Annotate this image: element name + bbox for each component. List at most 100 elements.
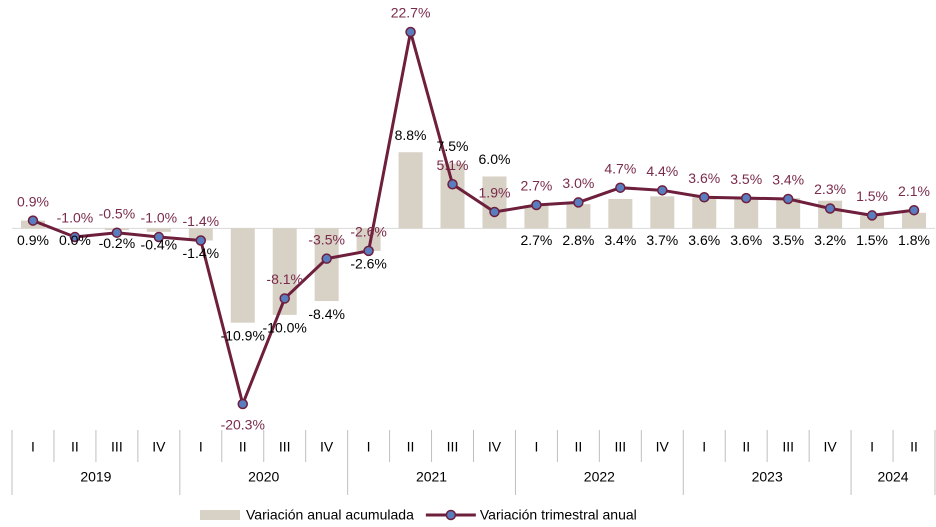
marker: [111, 227, 123, 238]
line-value-label: -20.3%: [221, 417, 265, 433]
marker: [279, 293, 290, 304]
bar-value-label: 3.7%: [646, 232, 678, 248]
year-label: 2019: [80, 469, 111, 485]
x-tick-label: III: [782, 439, 794, 455]
year-label: 2023: [752, 469, 783, 485]
marker: [782, 193, 794, 205]
bar-value-label: 6.0%: [479, 151, 511, 167]
bar-value-label: -0.2%: [99, 235, 136, 251]
bar: [398, 152, 423, 229]
line-value-label: 22.7%: [391, 5, 431, 21]
year-label: 2022: [584, 469, 615, 485]
x-tick-label: III: [447, 439, 459, 455]
marker: [740, 192, 752, 204]
marker: [657, 185, 668, 196]
line-value-label: 4.7%: [604, 160, 636, 176]
x-tick-label: III: [615, 439, 627, 455]
bar: [650, 196, 675, 229]
x-tick-label: II: [742, 439, 750, 455]
bar: [230, 228, 255, 323]
line-value-label: 3.5%: [730, 171, 762, 187]
marker: [824, 203, 836, 214]
x-tick-label: II: [407, 439, 415, 455]
bar: [356, 228, 381, 251]
bar-value-label: 7.5%: [437, 138, 469, 154]
legend-label: Variación trimestral anual: [480, 507, 637, 523]
bar-value-label: 1.8%: [898, 232, 930, 248]
bar: [566, 204, 591, 229]
line-value-label: -1.0%: [141, 210, 178, 226]
line-value-label: 2.1%: [898, 183, 930, 199]
marker: [321, 253, 332, 264]
line-value-label: 1.5%: [856, 188, 888, 204]
x-tick-label: II: [71, 439, 79, 455]
bar-value-label: -1.4%: [183, 245, 220, 261]
bar-value-label: 3.5%: [772, 232, 804, 248]
bar-value-label: 2.7%: [520, 232, 552, 248]
marker: [531, 199, 542, 211]
marker: [908, 204, 920, 216]
x-tick-label: IV: [152, 439, 166, 455]
x-tick-label: IV: [488, 439, 502, 455]
bar-value-label: 3.6%: [730, 232, 762, 248]
x-tick-label: II: [239, 439, 247, 455]
x-tick-label: I: [367, 439, 371, 455]
marker: [615, 182, 626, 193]
line: [32, 30, 915, 406]
line-value-label: 2.7%: [520, 178, 552, 194]
legend-label: Variación anual acumulada: [246, 507, 414, 523]
x-tick-label: II: [574, 439, 582, 455]
legend-swatch: [200, 510, 240, 520]
bar-value-label: 3.2%: [814, 232, 846, 248]
line-value-label: -1.0%: [57, 210, 94, 226]
marker: [489, 206, 500, 218]
line-value-label: 3.0%: [562, 175, 594, 191]
x-tick-label: II: [910, 439, 918, 455]
marker: [866, 210, 878, 221]
year-label: 2024: [877, 469, 908, 485]
marker: [405, 26, 416, 38]
bar: [608, 198, 633, 229]
bar-value-label: -10.0%: [263, 320, 307, 336]
x-tick-label: IV: [320, 439, 334, 455]
bar-value-label: 8.8%: [395, 127, 427, 143]
year-label: 2021: [416, 469, 447, 485]
bar-value-label: 0.9%: [17, 232, 49, 248]
line-value-label: 1.9%: [479, 185, 511, 201]
bar-value-label: -10.9%: [221, 327, 265, 343]
bar: [902, 212, 927, 229]
marker: [237, 398, 248, 410]
line-value-label: -8.1%: [266, 271, 303, 287]
bar-value-label: -2.6%: [350, 256, 387, 272]
marker: [447, 179, 458, 190]
marker: [363, 245, 374, 257]
bar-value-label: -0.4%: [141, 237, 178, 253]
marker: [195, 235, 207, 246]
bar-value-label: 1.5%: [856, 232, 888, 248]
x-tick-label: III: [279, 439, 291, 455]
line-value-label: -0.5%: [99, 205, 136, 221]
marker: [573, 197, 584, 208]
marker: [27, 215, 39, 226]
line-value-label: 3.6%: [688, 170, 720, 186]
line-value-label: 3.4%: [772, 172, 804, 188]
marker: [699, 191, 710, 203]
marker: [69, 231, 81, 243]
x-tick-label: I: [534, 439, 538, 455]
x-tick-label: I: [702, 439, 706, 455]
legend-marker: [445, 509, 457, 521]
x-tick-label: I: [199, 439, 203, 455]
bar: [146, 228, 171, 232]
bar-value-label: 3.4%: [604, 232, 636, 248]
bar: [524, 205, 549, 229]
bar-value-label: 2.8%: [562, 232, 594, 248]
x-tick-label: III: [111, 439, 123, 455]
bar-value-label: 0.0%: [59, 232, 91, 248]
bar: [860, 215, 885, 229]
line-value-label: 0.9%: [17, 193, 49, 209]
bar: [62, 228, 87, 229]
line-value-label: 4.4%: [646, 163, 678, 179]
bar-value-label: -8.4%: [308, 306, 345, 322]
x-tick-label: IV: [823, 439, 837, 455]
